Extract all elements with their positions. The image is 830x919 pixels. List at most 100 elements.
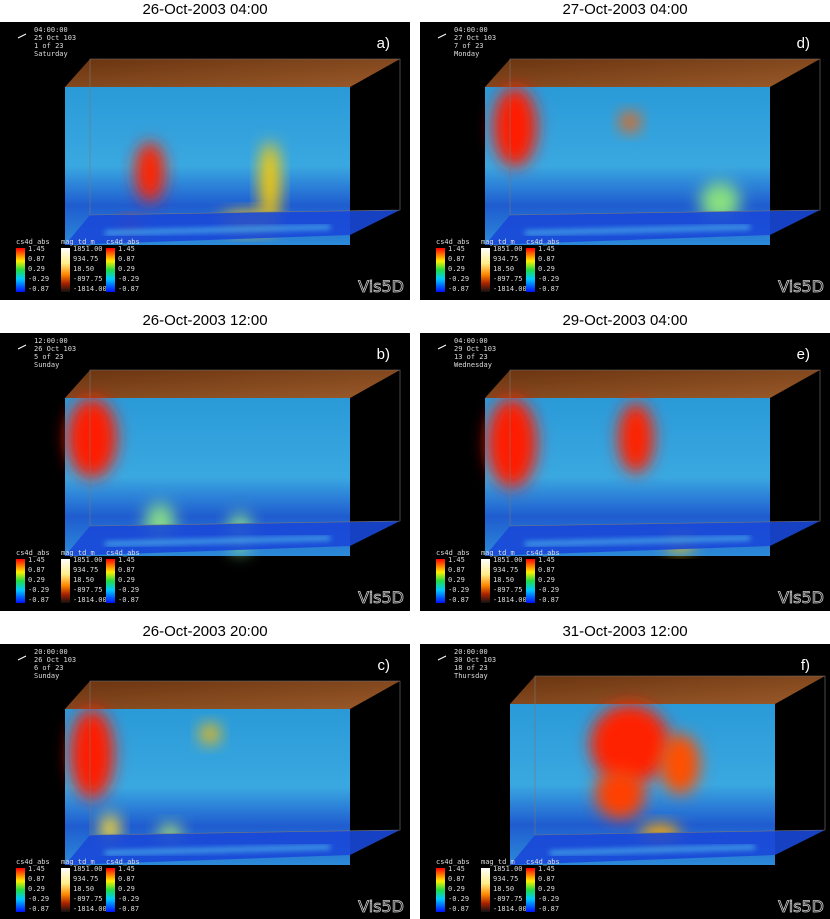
panel-title: 27-Oct-2003 04:00	[562, 1, 687, 18]
info-text: 6 of 23	[34, 664, 64, 672]
colorbar-tick: 0.87	[28, 875, 45, 883]
box-outline	[89, 680, 401, 836]
colorbar-tick: -0.87	[538, 596, 559, 604]
panel-title: 29-Oct-2003 04:00	[562, 312, 687, 329]
info-text: Sunday	[34, 361, 59, 369]
colorbar-tick: 1851.00	[493, 865, 523, 873]
hot-spot	[620, 112, 640, 132]
info-tick	[437, 655, 447, 661]
floor-plane	[485, 210, 820, 245]
hot-spot	[493, 87, 537, 167]
info-text: Saturday	[34, 50, 68, 58]
colorbar-tick: -0.87	[118, 596, 139, 604]
info-text: 20:00:00	[454, 648, 488, 656]
colorbar-tick: 0.87	[538, 875, 555, 883]
colorbar-tick: -0.29	[118, 895, 139, 903]
colorbar-name: cs4d_abs	[526, 238, 560, 246]
colorbar-tick: -1814.00	[73, 285, 107, 293]
info-text: Wednesday	[454, 361, 492, 369]
colorbar-tick: 1.45	[118, 865, 135, 873]
info-text: 20:00:00	[34, 648, 68, 656]
colorbar-tick: -897.75	[493, 895, 523, 903]
colorbar	[16, 868, 25, 912]
box-outline	[89, 58, 401, 216]
colorbar	[436, 868, 445, 912]
logo: Vis5D	[778, 588, 824, 607]
top-plane	[65, 370, 400, 398]
colorbar-tick: -897.75	[493, 586, 523, 594]
colorbar-tick: 934.75	[493, 875, 518, 883]
colorbar-tick: 0.87	[28, 566, 45, 574]
colorbar-name: cs4d_abs	[436, 238, 470, 246]
floor-sheen	[524, 225, 751, 235]
colorbar-tick: -0.29	[28, 275, 49, 283]
box-outline	[89, 369, 401, 527]
info-tick	[17, 344, 27, 350]
colorbar-name: cs4d_abs	[106, 858, 140, 866]
colorbar-tick: 0.87	[448, 255, 465, 263]
info-text: 04:00:00	[34, 26, 68, 34]
hot-spot	[260, 142, 280, 222]
hot-spot	[618, 403, 654, 473]
box-outline	[534, 675, 826, 836]
colorbar-tick: -0.29	[118, 275, 139, 283]
colorbar-tick: 1851.00	[493, 556, 523, 564]
info-text: 5 of 23	[34, 353, 64, 361]
colorbar	[481, 248, 490, 292]
info-text: 1 of 23	[34, 42, 64, 50]
colorbar	[436, 559, 445, 603]
colorbar-tick: 0.29	[538, 576, 555, 584]
panel-title: 31-Oct-2003 12:00	[562, 623, 687, 640]
colorbar-tick: 1.45	[448, 865, 465, 873]
colorbar-tick: 1.45	[538, 865, 555, 873]
colorbar-tick: -1814.00	[493, 905, 527, 913]
colorbar-tick: 1.45	[28, 865, 45, 873]
colorbar-tick: -0.29	[448, 895, 469, 903]
colorbar-tick: -0.87	[28, 905, 49, 913]
panel-label: d)	[797, 35, 810, 52]
colorbar-tick: 1851.00	[73, 865, 103, 873]
top-plane	[485, 59, 820, 87]
colorbar-tick: 0.29	[448, 576, 465, 584]
colorbar-tick: 18.50	[73, 576, 94, 584]
colorbar-tick: 934.75	[73, 875, 98, 883]
colorbar-tick: 1851.00	[73, 556, 103, 564]
info-text: 12:00:00	[34, 337, 68, 345]
colorbar-tick: 0.29	[538, 265, 555, 273]
colorbar	[16, 248, 25, 292]
info-text: 7 of 23	[454, 42, 484, 50]
colorbar-tick: 934.75	[73, 566, 98, 574]
floor-sheen	[549, 845, 756, 855]
top-plane	[510, 676, 825, 704]
colorbar-tick: -0.29	[448, 275, 469, 283]
panel-title: 26-Oct-2003 12:00	[142, 312, 267, 329]
colorbar-tick: -897.75	[493, 275, 523, 283]
colorbar-tick: 0.87	[538, 255, 555, 263]
floor-sheen	[104, 845, 331, 855]
hot-spot	[67, 398, 117, 478]
colorbar-tick: -0.29	[538, 895, 559, 903]
hot-spot	[660, 734, 700, 794]
info-tick	[17, 655, 27, 661]
colorbar-name: mag_td_m	[481, 858, 515, 866]
colorbar-tick: -897.75	[73, 586, 103, 594]
colorbar-tick: 18.50	[493, 885, 514, 893]
colorbar-name: mag_td_m	[61, 238, 95, 246]
colorbar-name: cs4d_abs	[106, 549, 140, 557]
colorbar-tick: 0.29	[448, 885, 465, 893]
info-text: 26 Oct 103	[34, 656, 76, 664]
floor-plane	[65, 210, 400, 245]
colorbar	[526, 868, 535, 912]
hot-spot	[135, 142, 165, 202]
floor-sheen	[524, 536, 751, 546]
colorbar-tick: -0.29	[28, 586, 49, 594]
colorbar-name: mag_td_m	[61, 549, 95, 557]
colorbar-tick: 18.50	[73, 265, 94, 273]
colorbar-tick: 0.29	[28, 885, 45, 893]
colorbar-tick: -0.29	[538, 275, 559, 283]
colorbar-tick: -0.29	[118, 586, 139, 594]
info-tick	[17, 33, 27, 39]
colorbar-tick: 0.29	[448, 265, 465, 273]
